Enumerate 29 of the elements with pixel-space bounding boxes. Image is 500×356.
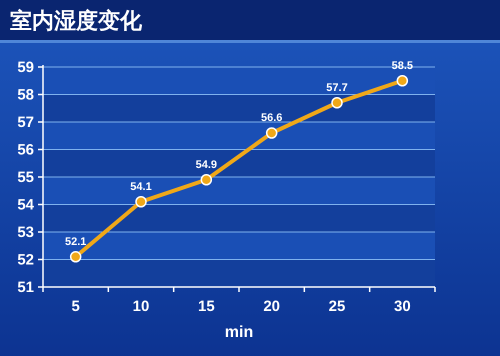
x-tick-label: 15: [198, 298, 215, 315]
point: [396, 75, 408, 86]
data-label: 57.7: [326, 82, 348, 94]
y-tick-label: 53: [17, 224, 34, 241]
x-tick-label: 5: [71, 298, 80, 315]
point: [200, 174, 212, 186]
data-label: 58.5: [392, 60, 414, 72]
chart-title: 室内湿度变化: [10, 8, 143, 33]
point: [70, 251, 82, 262]
y-tick-label: 55: [17, 169, 34, 186]
x-tick-label: 30: [394, 298, 411, 315]
x-tick-label: 20: [263, 298, 280, 315]
data-label: 56.6: [260, 112, 282, 124]
x-tick-label: 25: [328, 298, 346, 315]
x-tick-label: 10: [132, 298, 150, 315]
x-axis-title: min: [224, 324, 254, 341]
y-tick-label: 58: [17, 86, 34, 104]
y-tick-label: 54: [17, 196, 35, 214]
point: [266, 127, 278, 139]
data-label: 54.9: [196, 158, 218, 171]
data-label: 52.1: [64, 236, 86, 248]
data-label: 54.1: [130, 180, 152, 193]
y-tick-label: 59: [17, 59, 34, 76]
point: [135, 196, 147, 208]
y-tick-label: 52: [17, 252, 34, 268]
y-tick-label: 57: [17, 114, 34, 131]
y-tick-label: 56: [17, 142, 34, 158]
y-tick-label: 51: [17, 279, 34, 296]
point: [331, 97, 343, 108]
